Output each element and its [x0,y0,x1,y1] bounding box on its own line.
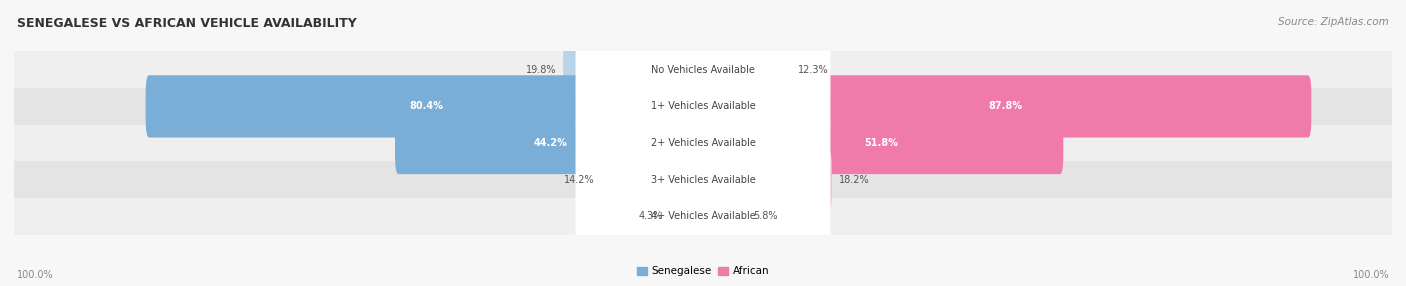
Text: No Vehicles Available: No Vehicles Available [651,65,755,75]
Bar [14,88,1392,125]
Bar [14,161,1392,198]
Text: 1+ Vehicles Available: 1+ Vehicles Available [651,102,755,111]
FancyBboxPatch shape [602,148,706,211]
Legend: Senegalese, African: Senegalese, African [633,262,773,281]
FancyBboxPatch shape [575,112,831,174]
FancyBboxPatch shape [575,75,831,138]
Text: 51.8%: 51.8% [865,138,898,148]
FancyBboxPatch shape [700,112,1063,174]
FancyBboxPatch shape [700,185,747,247]
Text: 100.0%: 100.0% [17,270,53,280]
Text: Source: ZipAtlas.com: Source: ZipAtlas.com [1278,17,1389,27]
Bar [14,198,1392,235]
Text: 12.3%: 12.3% [799,65,828,75]
Text: 4+ Vehicles Available: 4+ Vehicles Available [651,211,755,221]
Bar [14,125,1392,161]
FancyBboxPatch shape [395,112,706,174]
Text: 44.2%: 44.2% [534,138,568,148]
FancyBboxPatch shape [575,39,831,101]
FancyBboxPatch shape [564,39,706,101]
Bar [14,51,1392,88]
FancyBboxPatch shape [575,148,831,211]
FancyBboxPatch shape [669,185,706,247]
Text: 100.0%: 100.0% [1353,270,1389,280]
Text: 4.3%: 4.3% [638,211,664,221]
Text: 14.2%: 14.2% [564,175,595,184]
FancyBboxPatch shape [700,148,832,211]
Text: 18.2%: 18.2% [839,175,869,184]
Text: 2+ Vehicles Available: 2+ Vehicles Available [651,138,755,148]
Text: 87.8%: 87.8% [988,102,1022,111]
FancyBboxPatch shape [700,39,792,101]
FancyBboxPatch shape [575,185,831,247]
Text: 5.8%: 5.8% [754,211,778,221]
Text: 3+ Vehicles Available: 3+ Vehicles Available [651,175,755,184]
Text: 80.4%: 80.4% [409,102,443,111]
FancyBboxPatch shape [700,75,1312,138]
Text: 19.8%: 19.8% [526,65,557,75]
FancyBboxPatch shape [146,75,706,138]
Text: SENEGALESE VS AFRICAN VEHICLE AVAILABILITY: SENEGALESE VS AFRICAN VEHICLE AVAILABILI… [17,17,357,30]
